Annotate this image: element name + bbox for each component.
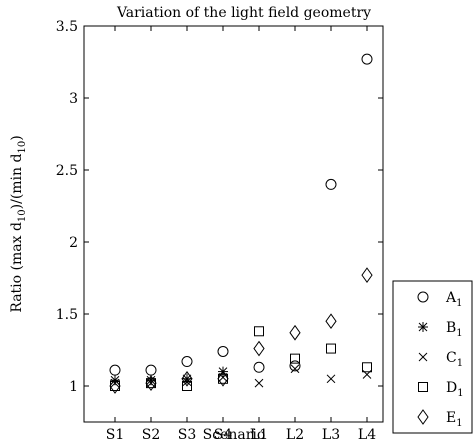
y-axis-label: Ratio (max d10)/(min d10) xyxy=(9,135,28,312)
y-axis-label-mid: )/(min d xyxy=(9,153,25,209)
legend-marker-c xyxy=(418,352,428,362)
point-a-s2 xyxy=(145,364,157,376)
point-e-s2 xyxy=(145,375,157,391)
legend: A1 B1 C1 D1 E1 xyxy=(417,290,464,429)
point-e-l3 xyxy=(325,313,337,330)
point-a-l4 xyxy=(361,53,373,65)
x-tick-label: L1 xyxy=(250,427,268,442)
y-tick-label: 2 xyxy=(69,235,78,251)
point-a-s3 xyxy=(181,356,193,368)
point-e-l1 xyxy=(253,340,265,357)
x-tick-label: S3 xyxy=(178,427,197,442)
plot-frame xyxy=(83,25,384,423)
legend-box xyxy=(392,280,473,434)
y-tick-label: 3.5 xyxy=(56,19,78,35)
point-e-l4 xyxy=(361,267,373,283)
x-tick-label: L4 xyxy=(358,427,376,442)
point-a-l2 xyxy=(289,360,301,372)
point-e-l2 xyxy=(289,324,301,341)
y-axis-label-sub1: 10 xyxy=(17,209,28,222)
y-tick-label: 2.5 xyxy=(56,163,78,179)
point-c-l1 xyxy=(254,378,264,388)
point-d-l2 xyxy=(290,353,300,364)
point-c-l3 xyxy=(326,374,336,384)
point-a-s4 xyxy=(217,345,229,357)
point-d-l1 xyxy=(254,326,264,337)
point-e-s1 xyxy=(109,378,121,394)
x-tick-label: L3 xyxy=(322,427,340,442)
y-tick-label: 1.5 xyxy=(56,307,78,323)
legend-marker-b xyxy=(418,322,428,332)
point-a-s1 xyxy=(109,364,121,376)
y-tick-label: 3 xyxy=(69,91,78,107)
x-tick-label: S2 xyxy=(142,427,161,442)
legend-label-c: C1 xyxy=(446,350,463,369)
point-a-l1 xyxy=(253,361,265,373)
point-c-l2 xyxy=(290,364,300,374)
legend-label-b: B1 xyxy=(446,320,463,339)
legend-label-d: D1 xyxy=(446,380,464,399)
point-d-l3 xyxy=(326,343,336,354)
x-tick-label: S1 xyxy=(106,427,125,442)
y-axis: 1 1.5 2 2.5 3 3.5 xyxy=(56,19,383,395)
legend-marker-d xyxy=(418,382,428,392)
legend-label-e: E1 xyxy=(446,410,463,429)
legend-marker-a xyxy=(417,291,429,303)
point-c-s1 xyxy=(110,378,120,388)
y-tick-label: 1 xyxy=(69,379,78,395)
x-tick-label: S4 xyxy=(214,427,233,442)
y-axis-label-end: ) xyxy=(9,135,25,140)
x-tick-label: L2 xyxy=(286,427,304,442)
y-axis-label-sub2: 10 xyxy=(17,141,28,154)
point-d-s3 xyxy=(182,381,192,391)
x-axis: S1 S2 S3 S4 L1 L2 L3 L4 xyxy=(106,26,376,442)
data-points xyxy=(109,53,373,394)
point-a-l3 xyxy=(325,178,337,190)
x-axis-label: Scenario xyxy=(203,427,266,442)
legend-label-a: A1 xyxy=(445,290,463,309)
legend-marker-e xyxy=(417,409,429,425)
point-e-s3 xyxy=(181,370,193,387)
y-axis-label-main: Ratio (max d xyxy=(9,222,25,313)
point-d-l4 xyxy=(362,362,372,373)
chart-title: Variation of the light field geometry xyxy=(116,5,371,21)
point-e-s4 xyxy=(217,370,229,387)
